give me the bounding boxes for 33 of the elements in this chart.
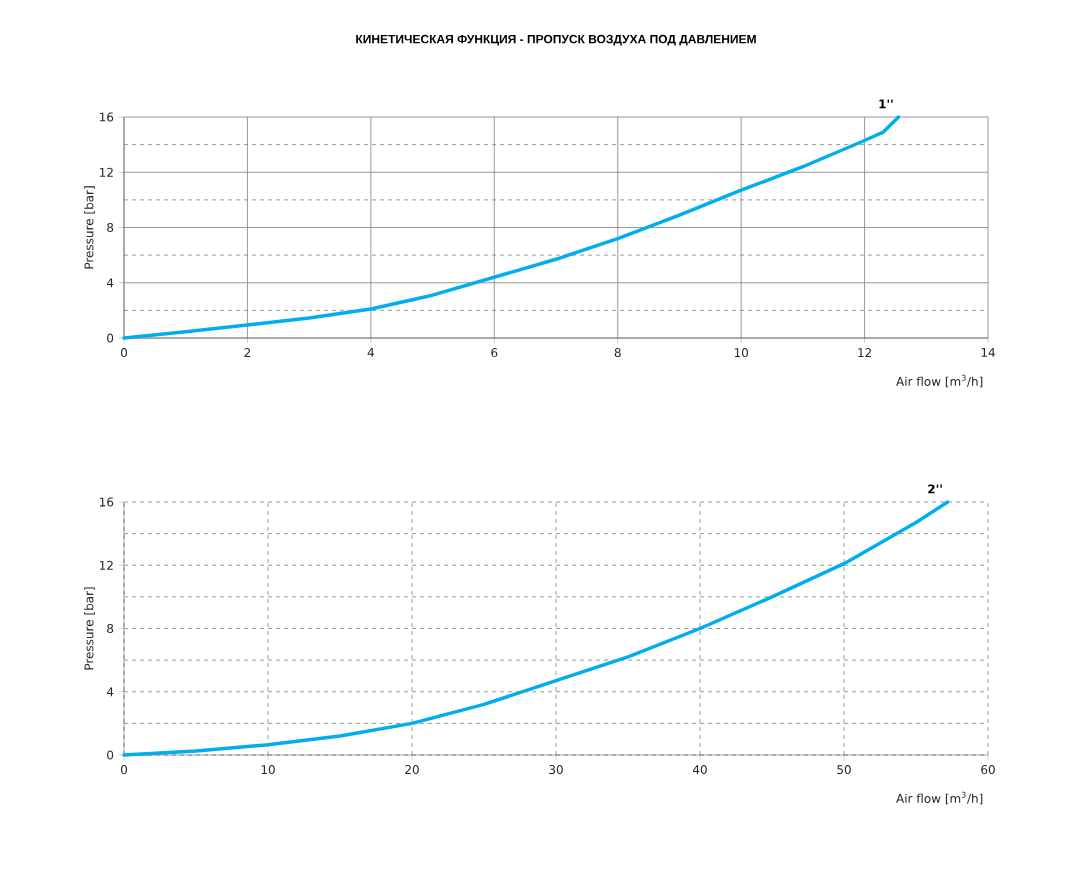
- x-tick-label: 50: [837, 765, 851, 775]
- x-tick-label: 40: [692, 765, 707, 775]
- y-tick-label: 4: [106, 278, 114, 288]
- y-tick-label: 16: [100, 497, 114, 507]
- x-tick-label: 10: [261, 765, 275, 775]
- x-axis-title: Air flow [m$^{3}$/h]: [896, 374, 983, 388]
- x-tick-label: 0: [120, 348, 128, 358]
- x-tick-label: 10: [734, 348, 748, 358]
- y-tick-label: 8: [107, 222, 114, 233]
- y-tick-label: 8: [107, 623, 114, 634]
- y-tick-label: 0: [107, 333, 114, 343]
- x-tick-label: 60: [981, 765, 995, 775]
- y-tick-label: 16: [100, 112, 114, 122]
- x-tick-label: 6: [491, 348, 498, 358]
- y-axis-title: Pressure [bar]: [84, 186, 95, 269]
- series-label: 2'': [928, 484, 942, 494]
- x-axis-title: Air flow [m$^{3}$/h]: [896, 791, 983, 805]
- y-tick-label: 4: [106, 687, 114, 697]
- x-tick-label: 0: [120, 765, 128, 775]
- y-axis-title: Pressure [bar]: [84, 587, 95, 670]
- chart-title: КИНЕТИЧЕСКАЯ ФУНКЦИЯ - ПРОПУСК ВОЗДУХА ПОД ДАВЛЕНИЕМ: [356, 34, 756, 46]
- x-tick-label: 8: [614, 348, 621, 358]
- y-tick-label: 12: [100, 560, 113, 570]
- y-tick-label: 12: [100, 167, 113, 177]
- series-label: 1'': [879, 99, 893, 109]
- x-tick-label: 30: [549, 765, 563, 775]
- x-tick-label: 14: [981, 348, 995, 357]
- x-tick-label: 2: [244, 348, 251, 357]
- x-tick-label: 4: [367, 348, 375, 357]
- x-tick-label: 20: [405, 765, 419, 775]
- line-series: [122, 500, 950, 757]
- x-tick-label: 12: [858, 348, 872, 357]
- y-tick-label: 0: [107, 750, 114, 760]
